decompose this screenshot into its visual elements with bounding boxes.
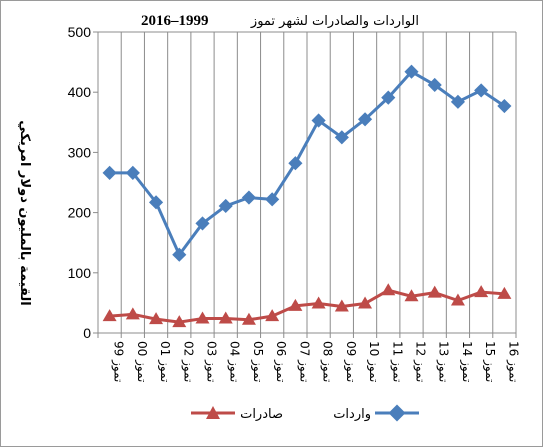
x-tick-label: تموز 09 bbox=[343, 341, 358, 382]
data-point bbox=[474, 83, 489, 98]
data-point bbox=[427, 77, 442, 93]
data-point bbox=[241, 190, 257, 205]
x-tick-label: تموز 16 bbox=[505, 341, 520, 382]
data-point bbox=[450, 293, 465, 306]
x-tick-label: تموز 07 bbox=[296, 341, 311, 382]
data-point bbox=[265, 309, 280, 322]
data-point bbox=[102, 165, 117, 180]
chart-title-years: 2016–1999 bbox=[141, 13, 209, 29]
legend-marker-exports bbox=[206, 406, 220, 419]
legend-label-exports: صادرات bbox=[240, 407, 283, 422]
data-point bbox=[497, 286, 512, 299]
x-tick-label: تموز 02 bbox=[180, 341, 195, 382]
data-point bbox=[311, 296, 326, 309]
data-point bbox=[102, 309, 117, 322]
data-point bbox=[381, 283, 396, 296]
y-axis-label: القيمة بالمليون دولار امريكي bbox=[17, 120, 32, 306]
x-tick-label: تموز 01 bbox=[157, 341, 172, 382]
data-point bbox=[125, 307, 140, 320]
chart-title: الواردات والصادرات لشهر تموز bbox=[250, 14, 419, 29]
x-tick-label: تموز 00 bbox=[134, 341, 149, 382]
x-axis-ticks: تموز 99 تموز 00 تموز 01 تموز 02 تموز 03 تموز … bbox=[97, 333, 520, 382]
x-tick-label: تموز 05 bbox=[250, 341, 265, 382]
data-point bbox=[125, 165, 140, 180]
y-tick-label: 0 bbox=[83, 325, 91, 341]
x-tick-label: تموز 06 bbox=[273, 341, 288, 382]
x-tick-label: تموز 03 bbox=[204, 341, 219, 382]
data-point bbox=[358, 296, 373, 309]
data-point bbox=[497, 98, 512, 114]
data-point bbox=[195, 216, 210, 231]
y-axis-ticks: 0 100 200 300 400 500 bbox=[68, 24, 98, 341]
data-point bbox=[381, 90, 396, 105]
legend-item-imports: واردات bbox=[333, 404, 419, 422]
data-point bbox=[311, 113, 326, 128]
series-layer bbox=[102, 64, 512, 328]
data-point bbox=[427, 285, 442, 298]
y-tick-label: 100 bbox=[68, 265, 92, 281]
y-tick-label: 400 bbox=[68, 84, 92, 100]
data-point bbox=[334, 299, 349, 312]
data-point bbox=[288, 298, 303, 311]
data-point bbox=[474, 285, 489, 298]
y-tick-label: 300 bbox=[68, 144, 92, 160]
x-tick-label: تموز 12 bbox=[413, 341, 428, 382]
legend-marker-imports bbox=[388, 404, 406, 422]
y-tick-label: 500 bbox=[68, 24, 92, 40]
x-tick-label: تموز 08 bbox=[320, 341, 335, 382]
legend-label-imports: واردات bbox=[333, 407, 371, 422]
grid-lines bbox=[98, 31, 517, 333]
data-point bbox=[450, 94, 466, 109]
data-point bbox=[172, 315, 187, 328]
x-tick-label: تموز 14 bbox=[459, 341, 474, 382]
data-point bbox=[357, 112, 373, 127]
x-tick-label: تموز 13 bbox=[436, 341, 451, 382]
legend: واردات صادرات bbox=[191, 404, 419, 422]
y-tick-label: 200 bbox=[68, 205, 92, 221]
data-point bbox=[265, 192, 280, 207]
data-point bbox=[218, 198, 233, 214]
data-point bbox=[149, 312, 164, 325]
data-point bbox=[195, 311, 210, 324]
legend-item-exports: صادرات bbox=[191, 406, 283, 422]
data-point bbox=[334, 130, 349, 145]
data-point bbox=[288, 156, 303, 171]
data-point bbox=[404, 64, 419, 79]
x-tick-label: تموز 04 bbox=[227, 341, 242, 382]
data-point bbox=[404, 289, 419, 302]
data-point bbox=[148, 195, 164, 210]
data-point bbox=[218, 311, 233, 324]
x-tick-label: تموز 99 bbox=[111, 341, 126, 382]
x-tick-label: تموز 11 bbox=[389, 341, 404, 382]
x-tick-label: تموز 15 bbox=[482, 341, 497, 382]
series-exports bbox=[102, 283, 512, 328]
x-tick-label: تموز 10 bbox=[366, 341, 381, 382]
series-imports bbox=[102, 64, 512, 262]
data-point bbox=[241, 312, 256, 325]
